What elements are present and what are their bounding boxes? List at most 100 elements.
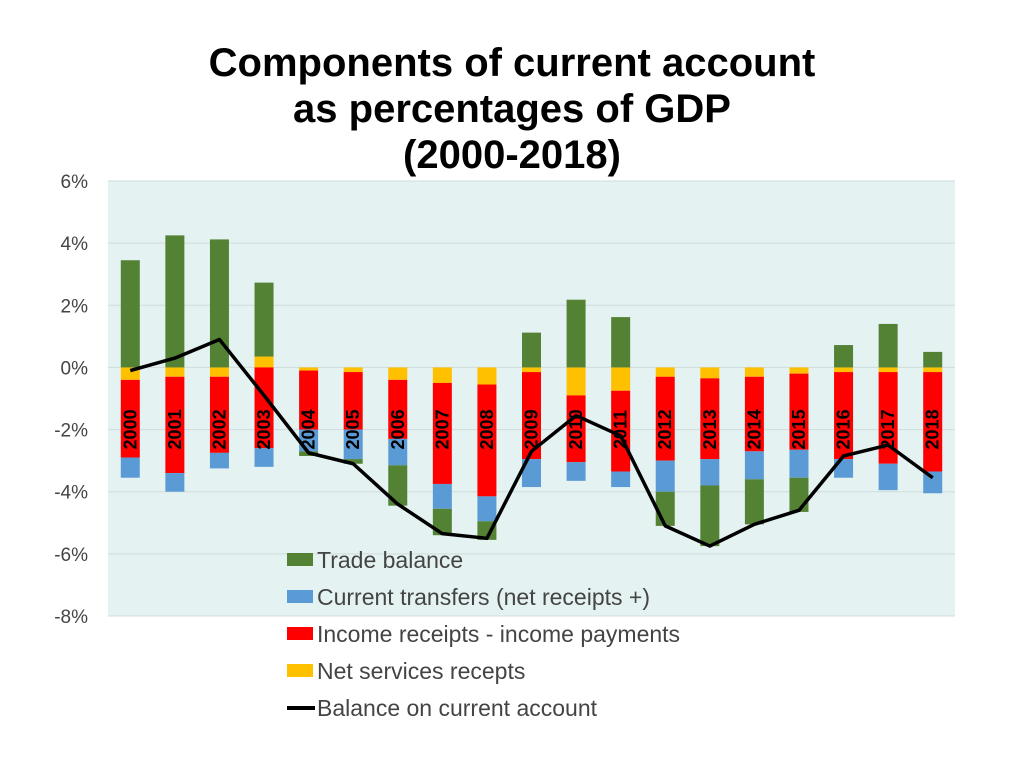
legend-swatch xyxy=(287,590,313,603)
year-label: 2006 xyxy=(388,409,408,449)
year-label: 2017 xyxy=(878,409,898,449)
bar-segment xyxy=(120,457,140,478)
bar-segment xyxy=(789,477,809,512)
bar-segment xyxy=(209,367,229,377)
bar-segment xyxy=(165,367,185,377)
bar-segment xyxy=(700,367,720,379)
legend-label: Trade balance xyxy=(317,547,463,573)
bar-segment xyxy=(343,372,363,430)
bar-segment xyxy=(522,372,541,460)
y-tick-label: 0% xyxy=(61,358,89,379)
y-tick-label: 6% xyxy=(61,172,89,193)
bar-segment xyxy=(566,367,586,396)
gridlines xyxy=(108,180,955,617)
y-tick-label: 2% xyxy=(61,296,89,317)
year-label: 2014 xyxy=(744,409,764,449)
bar-segment xyxy=(611,317,631,368)
bar-segment xyxy=(878,367,898,373)
bar-segment xyxy=(655,460,675,492)
year-label: 2002 xyxy=(209,409,229,449)
year-label: 2009 xyxy=(522,409,542,449)
bar-segment xyxy=(254,448,274,467)
bar-segment xyxy=(744,367,764,377)
bar-segment xyxy=(165,473,185,492)
bar-segment xyxy=(343,367,363,373)
legend-label: Income receipts - income payments xyxy=(317,621,680,647)
bar-segment xyxy=(209,376,229,453)
chart-title-line-1: Components of current account xyxy=(208,41,816,85)
bar-segment xyxy=(477,367,497,385)
bar-segment xyxy=(343,459,363,464)
bar-segment xyxy=(388,367,408,380)
bar-segment xyxy=(566,299,586,368)
bar-segment xyxy=(834,372,854,460)
year-label: 2015 xyxy=(789,409,809,449)
bar-segment xyxy=(477,384,497,497)
bar-segment xyxy=(878,463,898,491)
bar-segment xyxy=(432,382,452,484)
bar-segment xyxy=(700,459,720,486)
bar-segment xyxy=(923,471,943,494)
bar-segment xyxy=(923,372,943,472)
year-label: 2013 xyxy=(700,409,720,449)
bar-segment xyxy=(655,376,675,461)
y-axis-tick-labels: 6% 4% 2% 0% -2% -4% -6% -8% xyxy=(54,172,88,628)
bar-segment xyxy=(477,496,497,522)
bar-segment xyxy=(700,378,720,460)
bar-segment xyxy=(566,462,586,481)
legend-label: Current transfers (net receipts +) xyxy=(317,584,650,610)
bar-segment xyxy=(388,438,408,466)
chart-title: Components of current account as percent… xyxy=(0,40,1024,178)
y-tick-label: -4% xyxy=(54,483,88,504)
bar-segment xyxy=(165,376,185,474)
bar-segment xyxy=(878,372,898,464)
bar-segment xyxy=(834,345,854,368)
bar-segment xyxy=(700,485,720,547)
bar-segment xyxy=(611,390,631,472)
bar-segment xyxy=(744,479,764,525)
balance-line-group xyxy=(129,337,934,548)
year-label: 2011 xyxy=(611,410,631,449)
legend-label: Balance on current account xyxy=(317,695,598,721)
bar-segment xyxy=(254,282,274,357)
bar-segment xyxy=(209,452,229,469)
bar-segment xyxy=(923,367,943,373)
bar-segment xyxy=(388,379,408,439)
y-tick-label: -6% xyxy=(54,545,88,566)
year-label: 2005 xyxy=(343,409,363,449)
bar-segment xyxy=(165,235,185,368)
legend: Trade balance Current transfers (net rece… xyxy=(287,547,680,721)
bar-segment xyxy=(566,395,586,463)
bar-segment xyxy=(432,367,452,383)
year-label: 2016 xyxy=(834,409,854,449)
bar-segment xyxy=(744,451,764,480)
bar-segment xyxy=(522,332,541,368)
bar-segment xyxy=(522,367,541,373)
y-tick-label: 4% xyxy=(61,234,89,255)
bar-segment xyxy=(299,367,319,371)
bar-segment xyxy=(789,367,809,374)
y-tick-label: -2% xyxy=(54,421,88,442)
balance-line xyxy=(129,337,934,548)
bar-segment xyxy=(209,239,229,368)
year-label: 2012 xyxy=(655,409,675,449)
year-label: 2004 xyxy=(299,409,319,449)
bar-segment xyxy=(120,260,140,368)
bar-segment xyxy=(120,379,140,458)
bar-segment xyxy=(432,483,452,509)
bar-segment xyxy=(611,471,631,488)
legend-swatch xyxy=(287,664,313,677)
year-label: 2018 xyxy=(923,409,943,449)
bar-segment xyxy=(789,373,809,450)
year-label: 2000 xyxy=(120,409,140,449)
bar-segment xyxy=(299,370,319,430)
year-label: 2001 xyxy=(165,409,185,449)
legend-label: Net services recepts xyxy=(317,658,525,684)
legend-swatch xyxy=(287,553,313,566)
chart-title-line-2: as percentages of GDP xyxy=(293,87,731,131)
year-label: 2003 xyxy=(254,409,274,449)
bar-segment xyxy=(343,429,363,460)
bar-segment xyxy=(923,351,943,368)
y-tick-label: -8% xyxy=(54,607,88,628)
